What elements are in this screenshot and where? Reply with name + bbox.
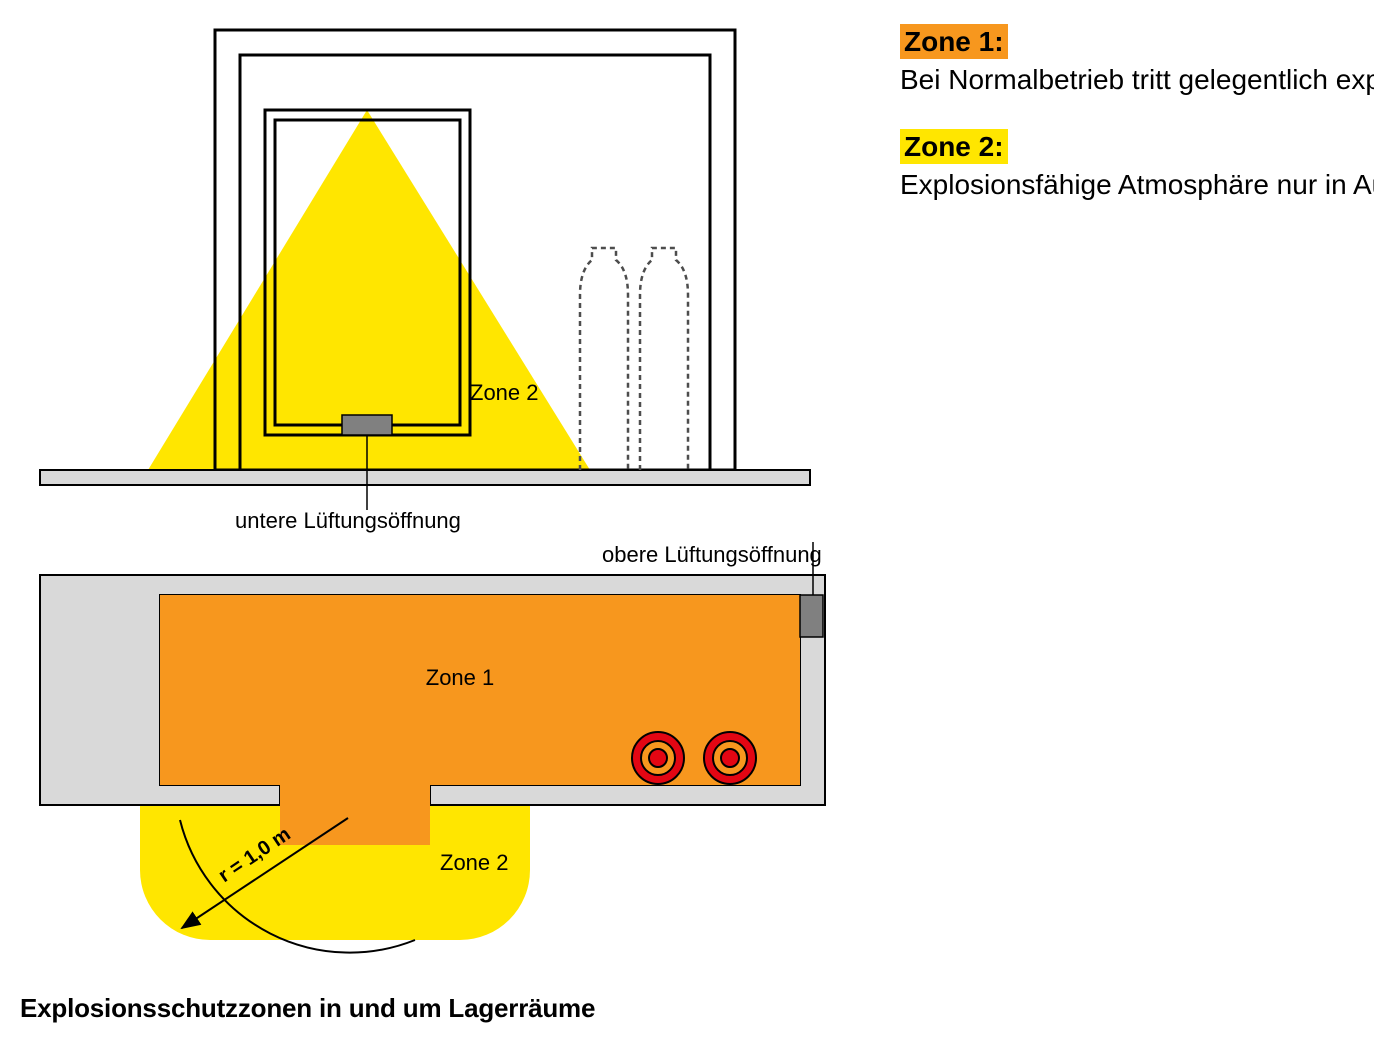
- dashed-bottle-2: [640, 248, 688, 470]
- zone2-label-lower: Zone 2: [440, 850, 509, 875]
- legend-zone2-text: Explosionsfähige Atmosphäre nur in Ausna…: [900, 167, 1374, 203]
- legend-zone2-tag: Zone 2:: [900, 129, 1008, 164]
- legend-zone2: Zone 2: Explosionsfähige Atmosphäre nur …: [900, 129, 1374, 204]
- upper-vent-label: obere Lüftungsöffnung: [602, 542, 822, 567]
- legend-zone1-text: Bei Normalbetrieb tritt gelegentlich exp…: [900, 62, 1374, 98]
- legend-zone1-tag: Zone 1:: [900, 24, 1008, 59]
- upper-vent-block: [800, 595, 823, 637]
- cylinder-top-2: [704, 732, 756, 784]
- zones-diagram: Zone 2 untere Lüftungsöffnung obere Lüft…: [20, 20, 840, 960]
- upper-ground: [40, 470, 810, 485]
- zone1-label: Zone 1: [426, 665, 495, 690]
- legend-zone1: Zone 1: Bei Normalbetrieb tritt gelegent…: [900, 24, 1374, 99]
- lower-vent-label: untere Lüftungsöffnung: [235, 508, 461, 533]
- cylinder-top-1: [632, 732, 684, 784]
- legend: Zone 1: Bei Normalbetrieb tritt gelegent…: [900, 20, 1374, 234]
- dashed-bottle-1: [580, 248, 628, 470]
- figure-caption: Explosionsschutzzonen in und um Lagerräu…: [20, 993, 840, 1024]
- zone2-label-upper: Zone 2: [470, 380, 539, 405]
- lower-vent-block: [342, 415, 392, 435]
